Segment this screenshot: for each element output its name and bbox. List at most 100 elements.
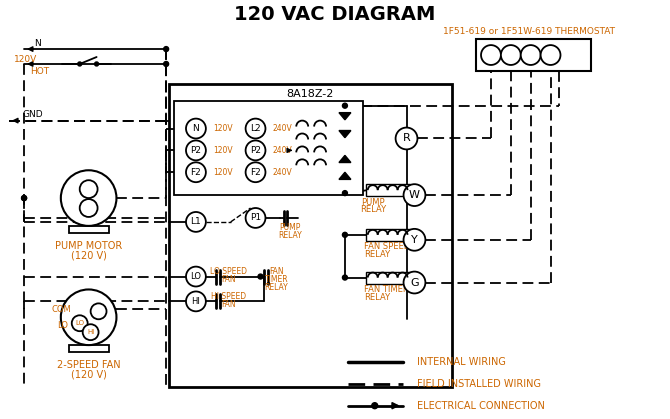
Text: TIMER: TIMER [265,275,288,284]
Bar [476,39,592,71]
Circle shape [186,162,206,182]
Circle shape [395,127,417,150]
Circle shape [246,162,265,182]
Bar [366,272,409,284]
Text: Y: Y [411,235,418,245]
Circle shape [521,45,541,65]
Circle shape [541,45,561,65]
Text: N: N [192,124,199,133]
Text: F2: F2 [190,168,201,177]
Text: L1: L1 [190,217,201,226]
Circle shape [90,303,107,319]
Bar [174,101,363,195]
Polygon shape [339,172,351,179]
Circle shape [403,184,425,206]
Text: LO: LO [75,320,84,326]
Text: LO: LO [57,321,68,330]
Text: 120 VAC DIAGRAM: 120 VAC DIAGRAM [234,5,436,24]
Text: PUMP: PUMP [279,223,301,233]
Text: F2: F2 [250,168,261,177]
Text: HI SPEED: HI SPEED [211,292,247,301]
Text: HI: HI [192,297,200,306]
Circle shape [501,45,521,65]
Circle shape [372,403,378,409]
Circle shape [403,229,425,251]
Bar [366,184,409,196]
Circle shape [186,140,206,160]
Text: Y: Y [527,50,534,60]
Polygon shape [339,113,351,120]
Circle shape [186,119,206,138]
Circle shape [186,212,206,232]
Text: PUMP: PUMP [361,197,385,207]
Text: ELECTRICAL CONNECTION: ELECTRICAL CONNECTION [417,401,545,411]
Text: N: N [35,39,42,48]
Bar [69,226,109,233]
Text: COM: COM [52,305,72,314]
Bar [169,84,452,387]
Circle shape [342,275,348,280]
Circle shape [163,62,169,67]
Text: 8A18Z-2: 8A18Z-2 [287,89,334,99]
Text: G: G [547,50,555,60]
Text: RELAY: RELAY [364,250,390,259]
Circle shape [21,196,27,201]
Circle shape [258,274,263,279]
Circle shape [80,199,98,217]
Text: 1F51-619 or 1F51W-619 THERMOSTAT: 1F51-619 or 1F51W-619 THERMOSTAT [443,27,614,36]
Polygon shape [339,155,351,163]
Text: RELAY: RELAY [364,293,390,302]
Text: (120 V): (120 V) [71,370,107,380]
Circle shape [403,272,425,293]
Circle shape [186,292,206,311]
Text: PUMP MOTOR: PUMP MOTOR [55,241,122,251]
Text: R: R [487,50,494,60]
Circle shape [246,208,265,228]
Bar [69,345,109,352]
Text: 240V: 240V [273,146,292,155]
Text: L2: L2 [250,124,261,133]
Text: 120V: 120V [213,124,232,133]
Text: INTERNAL WIRING: INTERNAL WIRING [417,357,507,367]
Text: FIELD INSTALLED WIRING: FIELD INSTALLED WIRING [417,379,541,389]
Circle shape [61,290,117,345]
Circle shape [78,62,82,66]
Circle shape [61,170,117,226]
Text: RELAY: RELAY [265,283,288,292]
Text: LO SPEED: LO SPEED [210,267,247,276]
Text: GND: GND [22,110,43,119]
Text: G: G [410,277,419,287]
Text: RELAY: RELAY [279,231,302,241]
Circle shape [342,191,348,196]
Text: FAN: FAN [269,267,283,276]
Text: FAN: FAN [221,275,236,284]
Bar [366,229,409,241]
Text: FAN SPEED: FAN SPEED [364,242,410,251]
Text: HOT: HOT [30,67,50,76]
Circle shape [342,103,348,108]
Text: P1: P1 [250,213,261,222]
Text: P2: P2 [250,146,261,155]
Circle shape [21,196,27,201]
Text: 240V: 240V [273,168,292,177]
Text: W: W [409,190,420,200]
Circle shape [246,140,265,160]
Text: RELAY: RELAY [360,205,386,215]
Text: FAN: FAN [221,300,236,309]
Text: HI: HI [87,329,94,335]
Circle shape [82,324,98,340]
Circle shape [186,266,206,287]
Circle shape [163,47,169,52]
Text: 120V: 120V [213,168,232,177]
Text: P2: P2 [190,146,202,155]
Circle shape [481,45,501,65]
Text: 120V: 120V [213,146,232,155]
Text: 120V: 120V [14,54,38,64]
Circle shape [342,233,348,237]
Text: R: R [403,134,411,143]
Polygon shape [339,131,351,138]
Text: LO: LO [190,272,202,281]
Circle shape [94,62,98,66]
Text: W: W [506,50,516,60]
Circle shape [246,119,265,138]
